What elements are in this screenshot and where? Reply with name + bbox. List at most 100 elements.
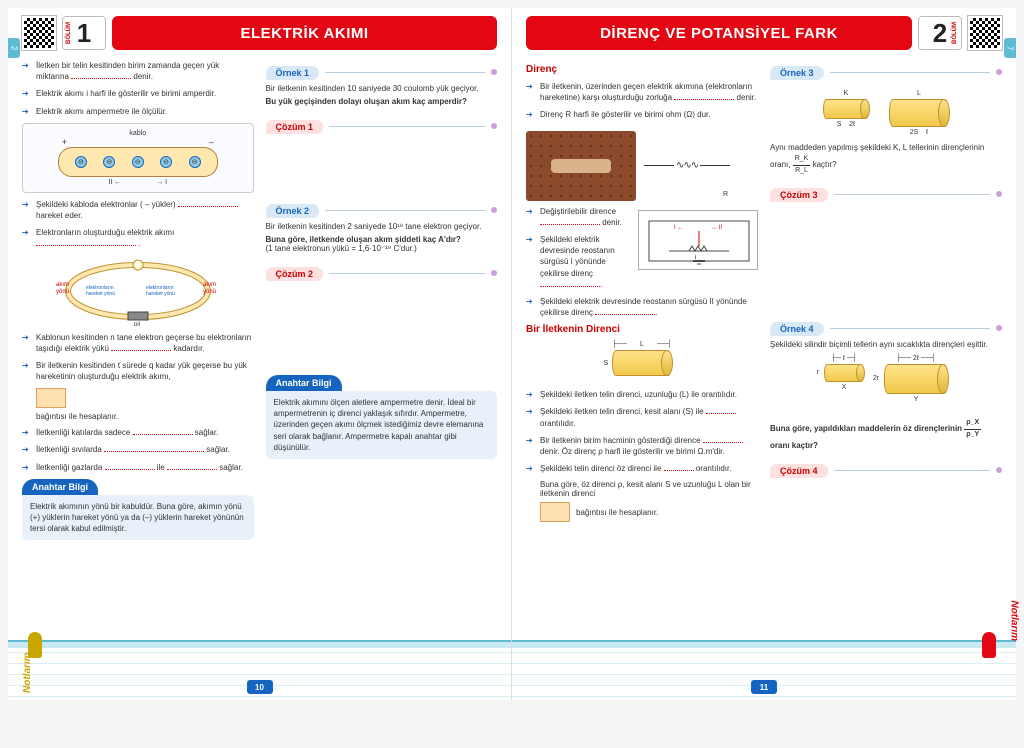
bullet: İletkenliği katılarda sadece sağlar. (22, 427, 254, 438)
columns-right: Direnç Bir iletkenin, üzerinden geçen el… (526, 60, 1002, 524)
bullet: Elektrik akımı i harfi ile gösterilir ve… (22, 88, 254, 99)
right-col2: Örnek 3 K S 2ℓ L 2S ℓ Aynı maddeden yapı… (770, 60, 1002, 524)
bullet: İletken bir telin kesitinden birim zaman… (22, 60, 254, 82)
page-number: 10 (247, 680, 273, 694)
notes-label: Notlarım (22, 652, 33, 693)
formula-box (36, 388, 66, 408)
bullet: Şekildeki iletken telin direnci, uzunluğ… (526, 389, 758, 400)
bullet: Şekildeki iletken telin direnci, kesit a… (526, 406, 758, 428)
bullet: Değiştirilebilir dirence denir. (526, 206, 630, 228)
text: kaçtır? (813, 160, 837, 169)
text: Buna göre, yapıldıkları maddelerin öz di… (770, 424, 962, 433)
clip-icon (982, 632, 996, 658)
bullet: Şekildeki kabloda elektronlar ( – yükler… (22, 199, 254, 221)
text: Bir iletkenin kesitinden 10 saniyede 30 … (266, 84, 498, 93)
bullet: İletkenliği sıvılarda sağlar. (22, 444, 254, 455)
qr-icon (968, 16, 1002, 50)
diagram-rheostat: I ← → II i (638, 210, 758, 270)
svg-text:yönü: yönü (203, 289, 216, 295)
bullet: Kablonun kesitinden n tane elektron geçe… (22, 332, 254, 354)
chapter-box-1: BÖLÜM 1 (62, 16, 106, 50)
svg-text:hareket yönü: hareket yönü (146, 291, 175, 297)
bolum-label: BÖLÜM (66, 22, 72, 44)
key-info-box: Elektrik akımının yönü bir kabuldür. Bun… (22, 495, 254, 541)
header-right: DİRENÇ VE POTANSİYEL FARK 2 BÖLÜM (526, 16, 1002, 50)
bullet: Elektrik akımı ampermetre ile ölçülür. (22, 106, 254, 117)
page-right: 7 DİRENÇ VE POTANSİYEL FARK 2 BÖLÜM Dire… (512, 8, 1016, 700)
edge-tab-right: 7 (1004, 38, 1016, 58)
bullet: Bir iletkenin kesitinden t sürede q kada… (22, 360, 254, 382)
resistor-symbol: ∿∿∿ (644, 160, 730, 171)
text: bağıntısı ile hesaplanır. (36, 412, 254, 421)
fraction: ρ_Xρ_Y (964, 418, 981, 440)
left-col2: Örnek 1 Bir iletkenin kesitinden 10 sani… (266, 60, 498, 544)
text: (1 tane elektronun yükü = 1,6·10⁻¹⁹ C'du… (266, 244, 498, 253)
columns-left: İletken bir telin kesitinden birim zaman… (22, 60, 497, 544)
diagram-cylinder-ls: ├──L──┤ S (612, 341, 672, 385)
page-spread: 2 BÖLÜM 1 ELEKTRİK AKIMI İletken bir tel… (8, 8, 1016, 700)
svg-text:akım: akım (56, 282, 69, 288)
text: Bir iletkenin kesitinden 2 saniyede 10¹⁸… (266, 222, 498, 231)
qr-icon (22, 16, 56, 50)
svg-text:→ II: → II (711, 225, 722, 231)
header-left: BÖLÜM 1 ELEKTRİK AKIMI (22, 16, 497, 50)
chapter-number: 2 (933, 18, 947, 49)
chapter-number: 1 (77, 18, 91, 49)
svg-text:yönü: yönü (56, 289, 69, 295)
label: X (842, 384, 847, 391)
formula-box (540, 502, 570, 522)
bolum-label: BÖLÜM (952, 22, 958, 44)
example-3-pill: Örnek 3 (770, 66, 824, 80)
bullet: Bir iletkenin, üzerinden geçen elektrik … (526, 81, 758, 103)
svg-text:I ←: I ← (674, 225, 683, 231)
diagram-two-cylinders-xy: ├─ ℓ ─┤ X r ├── 2ℓ ──┤ Y 2r (770, 355, 1002, 412)
notes-label: Notlarım (1009, 600, 1020, 641)
example-4-pill: Örnek 4 (770, 322, 824, 336)
page-left: 2 BÖLÜM 1 ELEKTRİK AKIMI İletken bir tel… (8, 8, 512, 700)
bullet: Şekildeki elektrik devresinde reostanın … (526, 296, 758, 318)
resistor-photo (526, 131, 636, 201)
key-info-box: Elektrik akımını ölçen aletlere ampermet… (266, 391, 498, 459)
solution-3-pill: Çözüm 3 (770, 188, 828, 202)
bullet: Şekildeki elektrik devresinde reostanın … (526, 234, 630, 290)
bullet: Direnç R harfi ile gösterilir ve birimi … (526, 109, 758, 120)
right-col1: Direnç Bir iletkenin, üzerinden geçen el… (526, 60, 758, 524)
label: L (917, 90, 921, 97)
left-col1: İletken bir telin kesitinden birim zaman… (22, 60, 254, 544)
diagram-two-cylinders-kl: K S 2ℓ L 2S ℓ (770, 90, 1002, 136)
text: Buna göre, öz direnci ρ, kesit alanı S v… (540, 480, 758, 498)
svg-text:i: i (695, 255, 696, 261)
text: Buna göre, iletkende oluşan akım şiddeti… (266, 235, 498, 244)
solution-2-pill: Çözüm 2 (266, 267, 324, 281)
svg-text:hareket yönü: hareket yönü (86, 291, 115, 297)
chapter-box-2: 2 BÖLÜM (918, 16, 962, 50)
example-2-pill: Örnek 2 (266, 204, 320, 218)
solution-4-pill: Çözüm 4 (770, 464, 828, 478)
fraction: R_KR_L (793, 154, 811, 176)
bullet: Şekildeki telin direnci öz direnci ile o… (526, 463, 758, 474)
label: K (844, 90, 849, 97)
label: Y (914, 396, 919, 403)
bullet: İletkenliği gazlarda ile sağlar. (22, 462, 254, 473)
text: oranı kaçtır? (770, 441, 818, 450)
svg-text:akım: akım (203, 282, 216, 288)
title-banner-right: DİRENÇ VE POTANSİYEL FARK (526, 16, 912, 50)
key-info-heading: Anahtar Bilgi (266, 375, 342, 391)
diagram-circuit-oval: akım yönü akım yönü elektronların hareke… (48, 256, 228, 326)
example-1-pill: Örnek 1 (266, 66, 320, 80)
text: bağıntısı ile hesaplanır. (576, 508, 658, 517)
diagram-cable: kablo +– ⊖⊖⊖⊖⊖ II ← → I (22, 123, 254, 193)
heading-iletken: Bir İletkenin Direnci (526, 324, 758, 335)
key-info-heading: Anahtar Bilgi (22, 479, 98, 495)
bullet: Bir iletkenin birim hacminin gösterdiği … (526, 435, 758, 457)
text: Bu yük geçişinden dolayı oluşan akım kaç… (266, 97, 498, 106)
title-banner-left: ELEKTRİK AKIMI (112, 16, 497, 50)
cable-label: kablo (58, 130, 218, 137)
edge-tab-left: 2 (8, 38, 20, 58)
bullet: Elektronların oluşturduğu elektrik akımı… (22, 227, 254, 249)
text: Şekildeki silindir biçimli tellerin aynı… (770, 340, 1002, 349)
heading-direnc: Direnç (526, 64, 758, 75)
page-number: 11 (751, 680, 777, 694)
solution-1-pill: Çözüm 1 (266, 120, 324, 134)
svg-text:pil: pil (134, 322, 140, 326)
